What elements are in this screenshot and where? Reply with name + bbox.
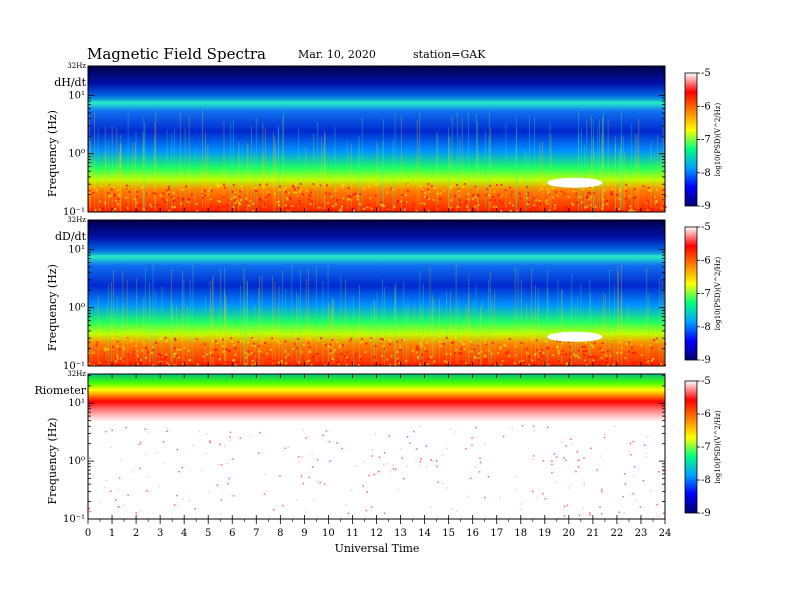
y-tick-label: 10⁰ — [68, 456, 85, 467]
y-tick-label: 10⁰ — [68, 149, 85, 160]
colorbar-tick-label: -9 — [701, 508, 711, 519]
colorbar-tick-label: -7 — [701, 289, 711, 300]
y-tick-label: 10⁻¹ — [63, 207, 85, 218]
colorbar: -5 -6 -7 -8 -9 log10(PSD)(V^2/Hz) — [684, 68, 722, 212]
date-label: Mar. 10, 2020 — [298, 48, 376, 61]
colorbar-tick-label: -8 — [701, 322, 711, 333]
spectrogram-image — [88, 220, 665, 366]
colorbar-tick-label: -7 — [701, 135, 711, 146]
x-tick-label: 5 — [205, 528, 211, 539]
y-tick-label: 10⁻¹ — [63, 514, 85, 525]
x-tick-label: 23 — [635, 528, 648, 539]
colorbar-tick-label: -6 — [701, 101, 711, 112]
spectrogram-texture — [88, 100, 667, 212]
y-axis-label: Frequency (Hz) — [46, 264, 59, 351]
colorbar-scale — [684, 72, 698, 207]
x-axis-label: Universal Time — [335, 542, 420, 555]
x-tick-label: 1 — [109, 528, 115, 539]
panel-name: dD/dt — [55, 230, 87, 243]
colorbar-label: log10(PSD)(V^2/Hz) — [714, 103, 722, 177]
top-frequency-label: 32Hz — [67, 216, 86, 224]
y-axis: 10⁻¹ 10⁰ 10¹ 32Hz — [63, 370, 665, 525]
x-tick-label: 3 — [157, 528, 163, 539]
x-tick-label: 19 — [538, 528, 551, 539]
x-tick-label: 14 — [418, 528, 431, 539]
spectrogram-texture — [88, 254, 667, 366]
colorbar: -5 -6 -7 -8 -9 log10(PSD)(V^2/Hz) — [684, 222, 722, 366]
x-tick-label: 7 — [253, 528, 259, 539]
colorbar-scale — [684, 226, 698, 361]
colorbar-label: log10(PSD)(V^2/Hz) — [714, 410, 722, 484]
x-tick-label: 12 — [370, 528, 383, 539]
x-tick-label: 0 — [85, 528, 91, 539]
x-tick-label: 21 — [587, 528, 600, 539]
y-axis-label: Frequency (Hz) — [46, 110, 59, 197]
x-tick-label: 20 — [562, 528, 575, 539]
y-axis-label: Frequency (Hz) — [46, 418, 59, 505]
colorbar-tick-label: -5 — [701, 376, 711, 387]
x-tick-label: 22 — [611, 528, 624, 539]
top-frequency-label: 32Hz — [67, 62, 86, 70]
colorbar-label: log10(PSD)(V^2/Hz) — [714, 257, 722, 331]
y-tick-label: 10¹ — [68, 90, 85, 101]
colorbar-scale — [684, 380, 698, 514]
x-tick-label: 13 — [394, 528, 407, 539]
y-tick-label: 10⁻¹ — [63, 361, 85, 372]
colorbar-tick-label: -5 — [701, 222, 711, 233]
panel-name: dH/dt — [54, 76, 86, 89]
x-tick-label: 24 — [659, 528, 672, 539]
panel-riometer: 10⁻¹ 10⁰ 10¹ 32Hz Riometer Frequency (Hz) -5 -6… — [34, 370, 722, 525]
colorbar-tick-label: -7 — [701, 442, 711, 453]
x-tick-label: 16 — [466, 528, 479, 539]
x-tick-label: 17 — [490, 528, 503, 539]
y-tick-label: 10¹ — [68, 244, 85, 255]
y-tick-label: 10⁰ — [68, 303, 85, 314]
x-tick-label: 9 — [301, 528, 307, 539]
x-tick-label: 6 — [229, 528, 235, 539]
colorbar-tick-label: -8 — [701, 168, 711, 179]
figure-title: Magnetic Field Spectra — [87, 45, 266, 63]
top-frequency-label: 32Hz — [67, 370, 86, 378]
colorbar-tick-label: -6 — [701, 255, 711, 266]
x-axis: 0 1 2 3 4 5 6 7 8 9 10 11 12 13 14 15 16 17 18 19 20 21 22 23 24 — [85, 66, 672, 539]
spectrogram-texture — [88, 425, 665, 517]
x-tick-label: 11 — [346, 528, 359, 539]
spectrogram-image — [88, 374, 665, 519]
colorbar-tick-label: -6 — [701, 409, 711, 420]
colorbar-tick-label: -9 — [701, 355, 711, 366]
x-tick-label: 18 — [514, 528, 527, 539]
station-label: station=GAK — [413, 48, 486, 61]
y-axis: 10⁻¹ 10⁰ 10¹ 32Hz — [63, 62, 665, 218]
y-tick-label: 10¹ — [68, 398, 85, 409]
colorbar-tick-label: -8 — [701, 475, 711, 486]
colorbar-tick-label: -5 — [701, 68, 711, 79]
colorbar-tick-label: -9 — [701, 201, 711, 212]
panel-name: Riometer — [34, 384, 86, 397]
x-tick-label: 4 — [181, 528, 187, 539]
x-tick-label: 2 — [133, 528, 139, 539]
x-tick-label: 8 — [277, 528, 283, 539]
y-axis: 10⁻¹ 10⁰ 10¹ 32Hz — [63, 216, 665, 372]
colorbar: -5 -6 -7 -8 -9 log10(PSD)(V^2/Hz) — [684, 376, 722, 519]
x-tick-label: 10 — [322, 528, 335, 539]
x-tick-label: 15 — [442, 528, 455, 539]
